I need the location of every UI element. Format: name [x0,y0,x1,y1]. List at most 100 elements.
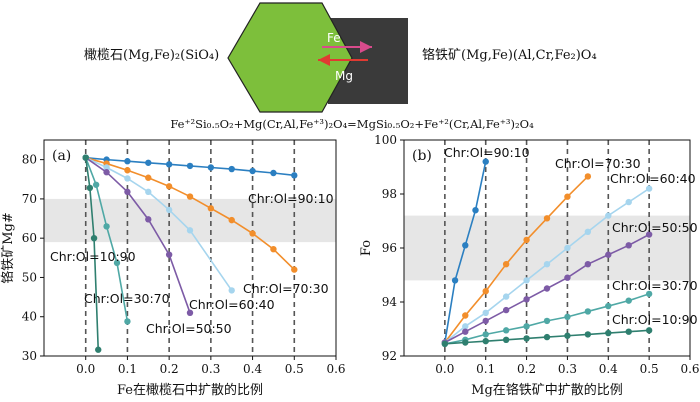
data-point [462,323,469,330]
data-point [165,206,173,214]
y-tick-label: 30 [22,349,37,363]
panel-label: (b) [412,148,432,164]
data-point [95,346,102,353]
series-label: Chr:Ol=30:70 [84,291,170,306]
data-point [584,173,592,180]
y-tick-label: 100 [374,133,397,147]
data-point [502,336,510,343]
data-point [145,188,152,196]
axes-frame [43,139,337,357]
data-point [543,333,551,341]
data-point [482,331,489,338]
data-point [124,167,131,174]
x-tick-label: 0.1 [476,362,495,376]
data-point [462,328,469,335]
data-point [186,162,194,170]
y-tick-label: 94 [382,295,398,309]
data-point [186,309,194,316]
data-point [523,236,530,244]
data-point [523,277,530,284]
data-point [605,302,612,310]
data-point [564,274,571,281]
data-point [291,266,298,273]
y-axis-title: 铬铁矿Mg# [0,212,16,284]
data-point [564,244,571,252]
data-point [291,172,298,179]
data-point [645,290,653,298]
y-tick-label: 80 [22,153,37,167]
data-point [564,193,571,200]
series-label: Chr:Ol=50:50 [146,321,232,336]
data-point [584,308,592,315]
data-point [645,185,653,192]
series-label: Chr:Ol=10:90 [612,312,698,327]
data-point [228,287,235,294]
series-line [84,157,100,350]
data-point [270,169,277,177]
data-point [86,184,94,192]
olivine-hexagon-icon [227,2,353,113]
series-line [444,175,589,343]
data-point [186,193,194,200]
data-point [605,212,612,219]
series-line [85,157,191,314]
x-tick-label: 0.1 [118,362,137,376]
data-point [543,261,551,268]
series-label: Chr:Ol=30:70 [612,278,698,293]
y-tick-label: 50 [22,270,37,284]
data-point [92,181,100,188]
data-point [472,207,479,214]
data-point [605,329,612,337]
data-point [482,158,489,165]
x-tick-label: 0.2 [160,362,179,376]
data-point [165,161,173,168]
chromite-label: 铬铁矿(Mg,Fe)(Al,Cr,Fe₂)O₄ [422,47,597,63]
data-point [502,293,510,300]
x-tick-label: 0.2 [517,362,536,376]
data-point [249,167,256,175]
x-tick-label: 0.0 [435,362,454,376]
data-point [502,261,510,268]
series-label: Chr:Ol=10:90 [50,249,136,264]
data-point [186,227,194,234]
data-point [605,251,612,258]
data-point [543,317,551,325]
data-point [124,318,131,325]
mg-arrow-label: Mg [335,69,353,83]
data-point [625,242,632,249]
data-point [523,335,530,342]
series-label: Chr:Ol=90:10 [444,145,530,160]
data-point [584,261,592,268]
y-tick-label: 92 [382,349,397,363]
data-point [564,332,571,339]
data-point [103,169,110,176]
header-schematic: Fe Mg 橄榄石(Mg,Fe)₂(SiO₄) 铬铁矿(Mg,Fe)(Al,Cr… [84,2,597,131]
data-point [145,159,152,166]
data-point [103,223,110,230]
olivine-label: 橄榄石(Mg,Fe)₂(SiO₄) [84,47,219,63]
data-point [441,340,449,348]
data-point [145,216,152,223]
data-point [165,251,173,258]
data-point [584,228,592,235]
data-point [645,231,653,238]
series-label: Chr:Ol=70:30 [555,156,641,171]
fe-arrow-label: Fe [327,31,341,45]
data-point [625,198,632,206]
data-point [228,165,235,173]
series-label: Chr:Ol=70:30 [243,281,329,296]
data-point [207,164,215,171]
data-point [124,158,131,165]
x-tick-label: 0.3 [558,362,577,376]
x-tick-label: 0.4 [243,362,262,376]
data-point [543,215,551,222]
data-point [462,242,469,249]
panel-label: (a) [52,148,71,164]
y-tick-label: 96 [382,241,397,255]
data-point [502,306,510,314]
x-tick-label: 0.5 [640,362,659,376]
data-point [145,174,152,181]
data-point [103,164,110,171]
y-tick-label: 40 [22,310,37,324]
